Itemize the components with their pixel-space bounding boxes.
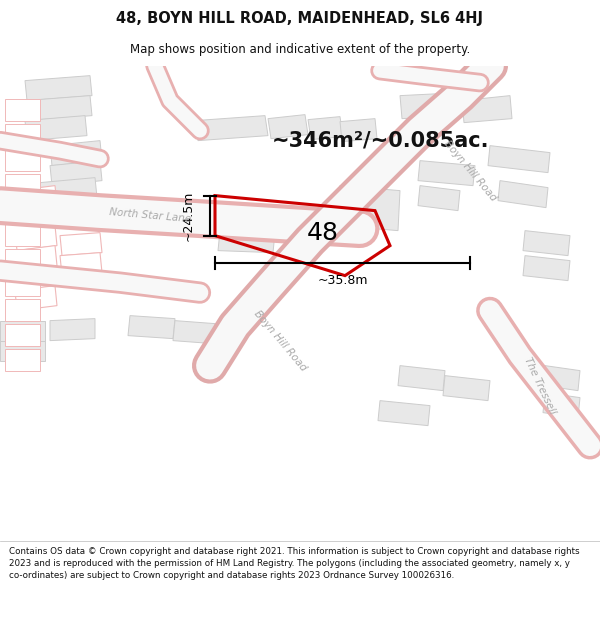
Text: ~346m²/~0.085ac.: ~346m²/~0.085ac. (271, 131, 489, 151)
Polygon shape (5, 124, 40, 146)
Polygon shape (5, 224, 40, 246)
Text: ~35.8m: ~35.8m (317, 274, 368, 287)
Polygon shape (50, 161, 102, 186)
Polygon shape (15, 186, 57, 211)
Polygon shape (398, 366, 445, 391)
Text: 48, BOYN HILL ROAD, MAIDENHEAD, SL6 4HJ: 48, BOYN HILL ROAD, MAIDENHEAD, SL6 4HJ (116, 11, 484, 26)
Polygon shape (60, 232, 102, 256)
Polygon shape (5, 274, 40, 296)
Polygon shape (15, 266, 57, 291)
Polygon shape (5, 99, 40, 121)
Polygon shape (0, 341, 45, 361)
Polygon shape (5, 199, 40, 221)
Polygon shape (5, 299, 40, 321)
Polygon shape (15, 246, 57, 271)
Text: Boyn Hill Road: Boyn Hill Road (442, 138, 498, 203)
Polygon shape (338, 186, 400, 231)
Polygon shape (543, 366, 580, 391)
Polygon shape (5, 324, 40, 346)
Polygon shape (40, 177, 97, 202)
Text: Contains OS data © Crown copyright and database right 2021. This information is : Contains OS data © Crown copyright and d… (9, 548, 580, 580)
Polygon shape (443, 376, 490, 401)
Polygon shape (25, 96, 92, 121)
Text: North Star Lane: North Star Lane (109, 207, 191, 224)
Polygon shape (308, 117, 343, 139)
Text: Boyn Hill Road: Boyn Hill Road (252, 308, 308, 373)
Polygon shape (15, 226, 57, 251)
Polygon shape (5, 249, 40, 271)
Polygon shape (418, 186, 460, 211)
Polygon shape (418, 161, 475, 186)
Polygon shape (462, 96, 512, 122)
Polygon shape (128, 316, 175, 339)
Polygon shape (50, 141, 102, 166)
Polygon shape (60, 253, 102, 276)
Text: 48: 48 (307, 221, 339, 244)
Polygon shape (25, 116, 87, 141)
Polygon shape (543, 392, 580, 418)
Polygon shape (268, 114, 308, 139)
Polygon shape (5, 174, 40, 196)
Polygon shape (340, 119, 377, 142)
Text: The Tressell: The Tressell (523, 356, 557, 416)
Polygon shape (5, 349, 40, 371)
Polygon shape (173, 321, 215, 344)
Polygon shape (488, 146, 550, 172)
Polygon shape (195, 116, 268, 141)
Polygon shape (25, 76, 92, 101)
Polygon shape (523, 231, 570, 256)
Text: Map shows position and indicative extent of the property.: Map shows position and indicative extent… (130, 42, 470, 56)
Polygon shape (50, 319, 95, 341)
Polygon shape (218, 231, 275, 253)
Polygon shape (378, 401, 430, 426)
Polygon shape (498, 181, 548, 208)
Text: ~24.5m: ~24.5m (182, 191, 194, 241)
Polygon shape (15, 206, 57, 231)
Polygon shape (5, 149, 40, 171)
Polygon shape (523, 256, 570, 281)
Polygon shape (400, 92, 462, 119)
Polygon shape (15, 286, 57, 311)
Polygon shape (0, 321, 45, 341)
